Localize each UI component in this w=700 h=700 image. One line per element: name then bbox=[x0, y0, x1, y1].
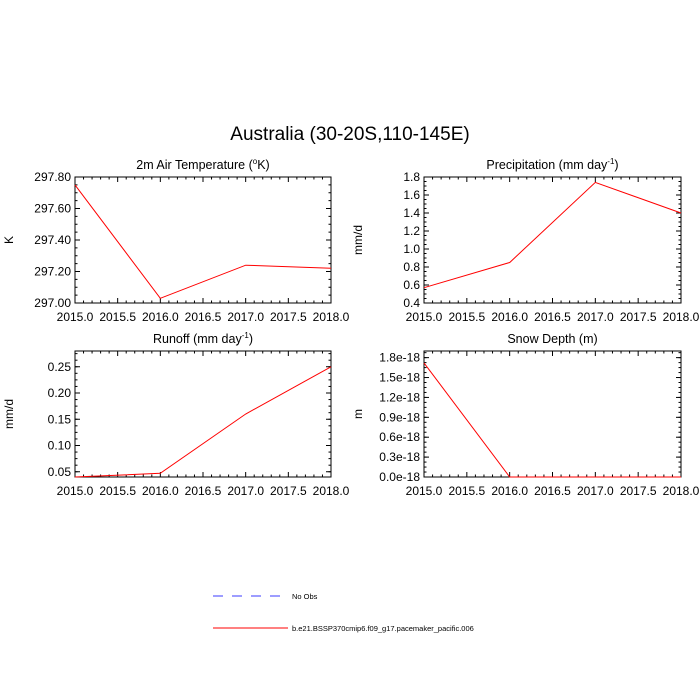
x-tick-label: 2016.0 bbox=[142, 310, 179, 324]
chart-panel-2: Precipitation (mm day-1) mm/d 2015.0 2015.5… bbox=[351, 157, 700, 324]
figure-title: Australia (30-20S,110-145E) bbox=[230, 124, 469, 145]
x-tick-label: 2017.0 bbox=[577, 484, 614, 498]
y-tick-label: 1.2 bbox=[403, 224, 420, 238]
x-tick-label: 2017.5 bbox=[270, 310, 307, 324]
y-axis-label: mm/d bbox=[351, 225, 365, 255]
y-tick-label: 0.3e-18 bbox=[379, 450, 420, 464]
x-tick-label: 2017.0 bbox=[577, 310, 614, 324]
series-line-1 bbox=[423, 362, 681, 478]
x-tick-label: 2016.0 bbox=[142, 484, 179, 498]
y-tick-label: 0.9e-18 bbox=[379, 410, 420, 424]
y-tick-label: 0.05 bbox=[48, 465, 72, 479]
x-tick-label: 2016.5 bbox=[534, 484, 571, 498]
series-line-1 bbox=[423, 181, 682, 289]
x-tick-label: 2015.0 bbox=[406, 310, 443, 324]
x-tick-label: 2018.0 bbox=[313, 310, 350, 324]
x-tick-label: 2018.0 bbox=[663, 484, 700, 498]
y-tick-label: 0.0e-18 bbox=[379, 470, 420, 484]
x-tick-label: 2017.5 bbox=[620, 310, 657, 324]
x-tick-label: 2017.0 bbox=[227, 310, 264, 324]
y-tick-label: 0.8 bbox=[403, 260, 420, 274]
y-tick-label: 297.00 bbox=[34, 296, 71, 310]
y-axis-label: K bbox=[2, 236, 16, 244]
x-tick-label: 2017.5 bbox=[270, 484, 307, 498]
y-tick-label: 0.20 bbox=[48, 386, 72, 400]
x-tick-label: 2016.0 bbox=[491, 310, 528, 324]
legend-label-1: No Obs bbox=[292, 592, 318, 601]
y-tick-label: 0.4 bbox=[403, 296, 420, 310]
y-tick-label: 0.6e-18 bbox=[379, 430, 420, 444]
y-tick-label: 1.5e-18 bbox=[379, 371, 420, 385]
chart-panel-4: Snow Depth (m) m 2015.0 2015.5 2016.0 2016.5 2… bbox=[351, 332, 700, 498]
x-tick-label: 2018.0 bbox=[313, 484, 350, 498]
y-tick-label: 297.20 bbox=[34, 265, 71, 279]
y-tick-label: 0.15 bbox=[48, 412, 72, 426]
y-tick-label: 1.4 bbox=[403, 206, 420, 220]
x-tick-label: 2015.0 bbox=[57, 310, 94, 324]
series-line-1 bbox=[74, 366, 332, 478]
panel-title: Runoff (mm day-1) bbox=[153, 331, 253, 346]
y-tick-label: 0.6 bbox=[403, 278, 420, 292]
x-tick-label: 2016.5 bbox=[185, 484, 222, 498]
y-tick-label: 1.8e-18 bbox=[379, 351, 420, 365]
y-axis-label: m bbox=[351, 409, 365, 419]
panel-title: Snow Depth (m) bbox=[507, 332, 597, 346]
x-tick-label: 2017.5 bbox=[620, 484, 657, 498]
x-tick-label: 2017.0 bbox=[227, 484, 264, 498]
chart-panels: 2m Air Temperature (oK) K 2015.0 2015.5 2016… bbox=[2, 157, 700, 498]
x-tick-label: 2016.5 bbox=[185, 310, 222, 324]
panel-title: Precipitation (mm day-1) bbox=[486, 157, 618, 172]
plot-frame bbox=[74, 350, 332, 478]
legend-label-2: b.e21.BSSP370cmip6.f09_g17.pacemaker_pac… bbox=[292, 624, 474, 633]
x-tick-label: 2015.5 bbox=[448, 484, 485, 498]
y-tick-label: 297.60 bbox=[34, 202, 71, 216]
legend: No Obs b.e21.BSSP370cmip6.f09_g17.pacemak… bbox=[213, 592, 474, 633]
y-tick-label: 297.80 bbox=[34, 170, 71, 184]
x-tick-label: 2016.5 bbox=[534, 310, 571, 324]
chart-panel-3: Runoff (mm day-1) mm/d 2015.0 2015.5 2016.0 2… bbox=[2, 331, 350, 498]
plot-frame bbox=[423, 176, 682, 304]
y-tick-label: 1.2e-18 bbox=[379, 390, 420, 404]
x-tick-label: 2015.5 bbox=[448, 310, 485, 324]
y-axis-label: mm/d bbox=[2, 399, 16, 429]
y-tick-label: 1.8 bbox=[403, 170, 420, 184]
x-tick-label: 2015.0 bbox=[406, 484, 443, 498]
y-tick-label: 0.10 bbox=[48, 439, 72, 453]
x-tick-label: 2016.0 bbox=[491, 484, 528, 498]
x-tick-label: 2015.5 bbox=[99, 484, 136, 498]
plot-frame bbox=[74, 176, 332, 304]
x-tick-label: 2018.0 bbox=[663, 310, 700, 324]
panel-title: 2m Air Temperature (oK) bbox=[136, 157, 269, 172]
x-tick-label: 2015.5 bbox=[99, 310, 136, 324]
x-tick-label: 2015.0 bbox=[57, 484, 94, 498]
y-tick-label: 1.0 bbox=[403, 242, 420, 256]
y-tick-label: 0.25 bbox=[48, 360, 72, 374]
chart-panel-1: 2m Air Temperature (oK) K 2015.0 2015.5 2016… bbox=[2, 157, 350, 324]
series-line-1 bbox=[74, 184, 332, 299]
y-tick-label: 1.6 bbox=[403, 188, 420, 202]
y-tick-label: 297.40 bbox=[34, 233, 71, 247]
